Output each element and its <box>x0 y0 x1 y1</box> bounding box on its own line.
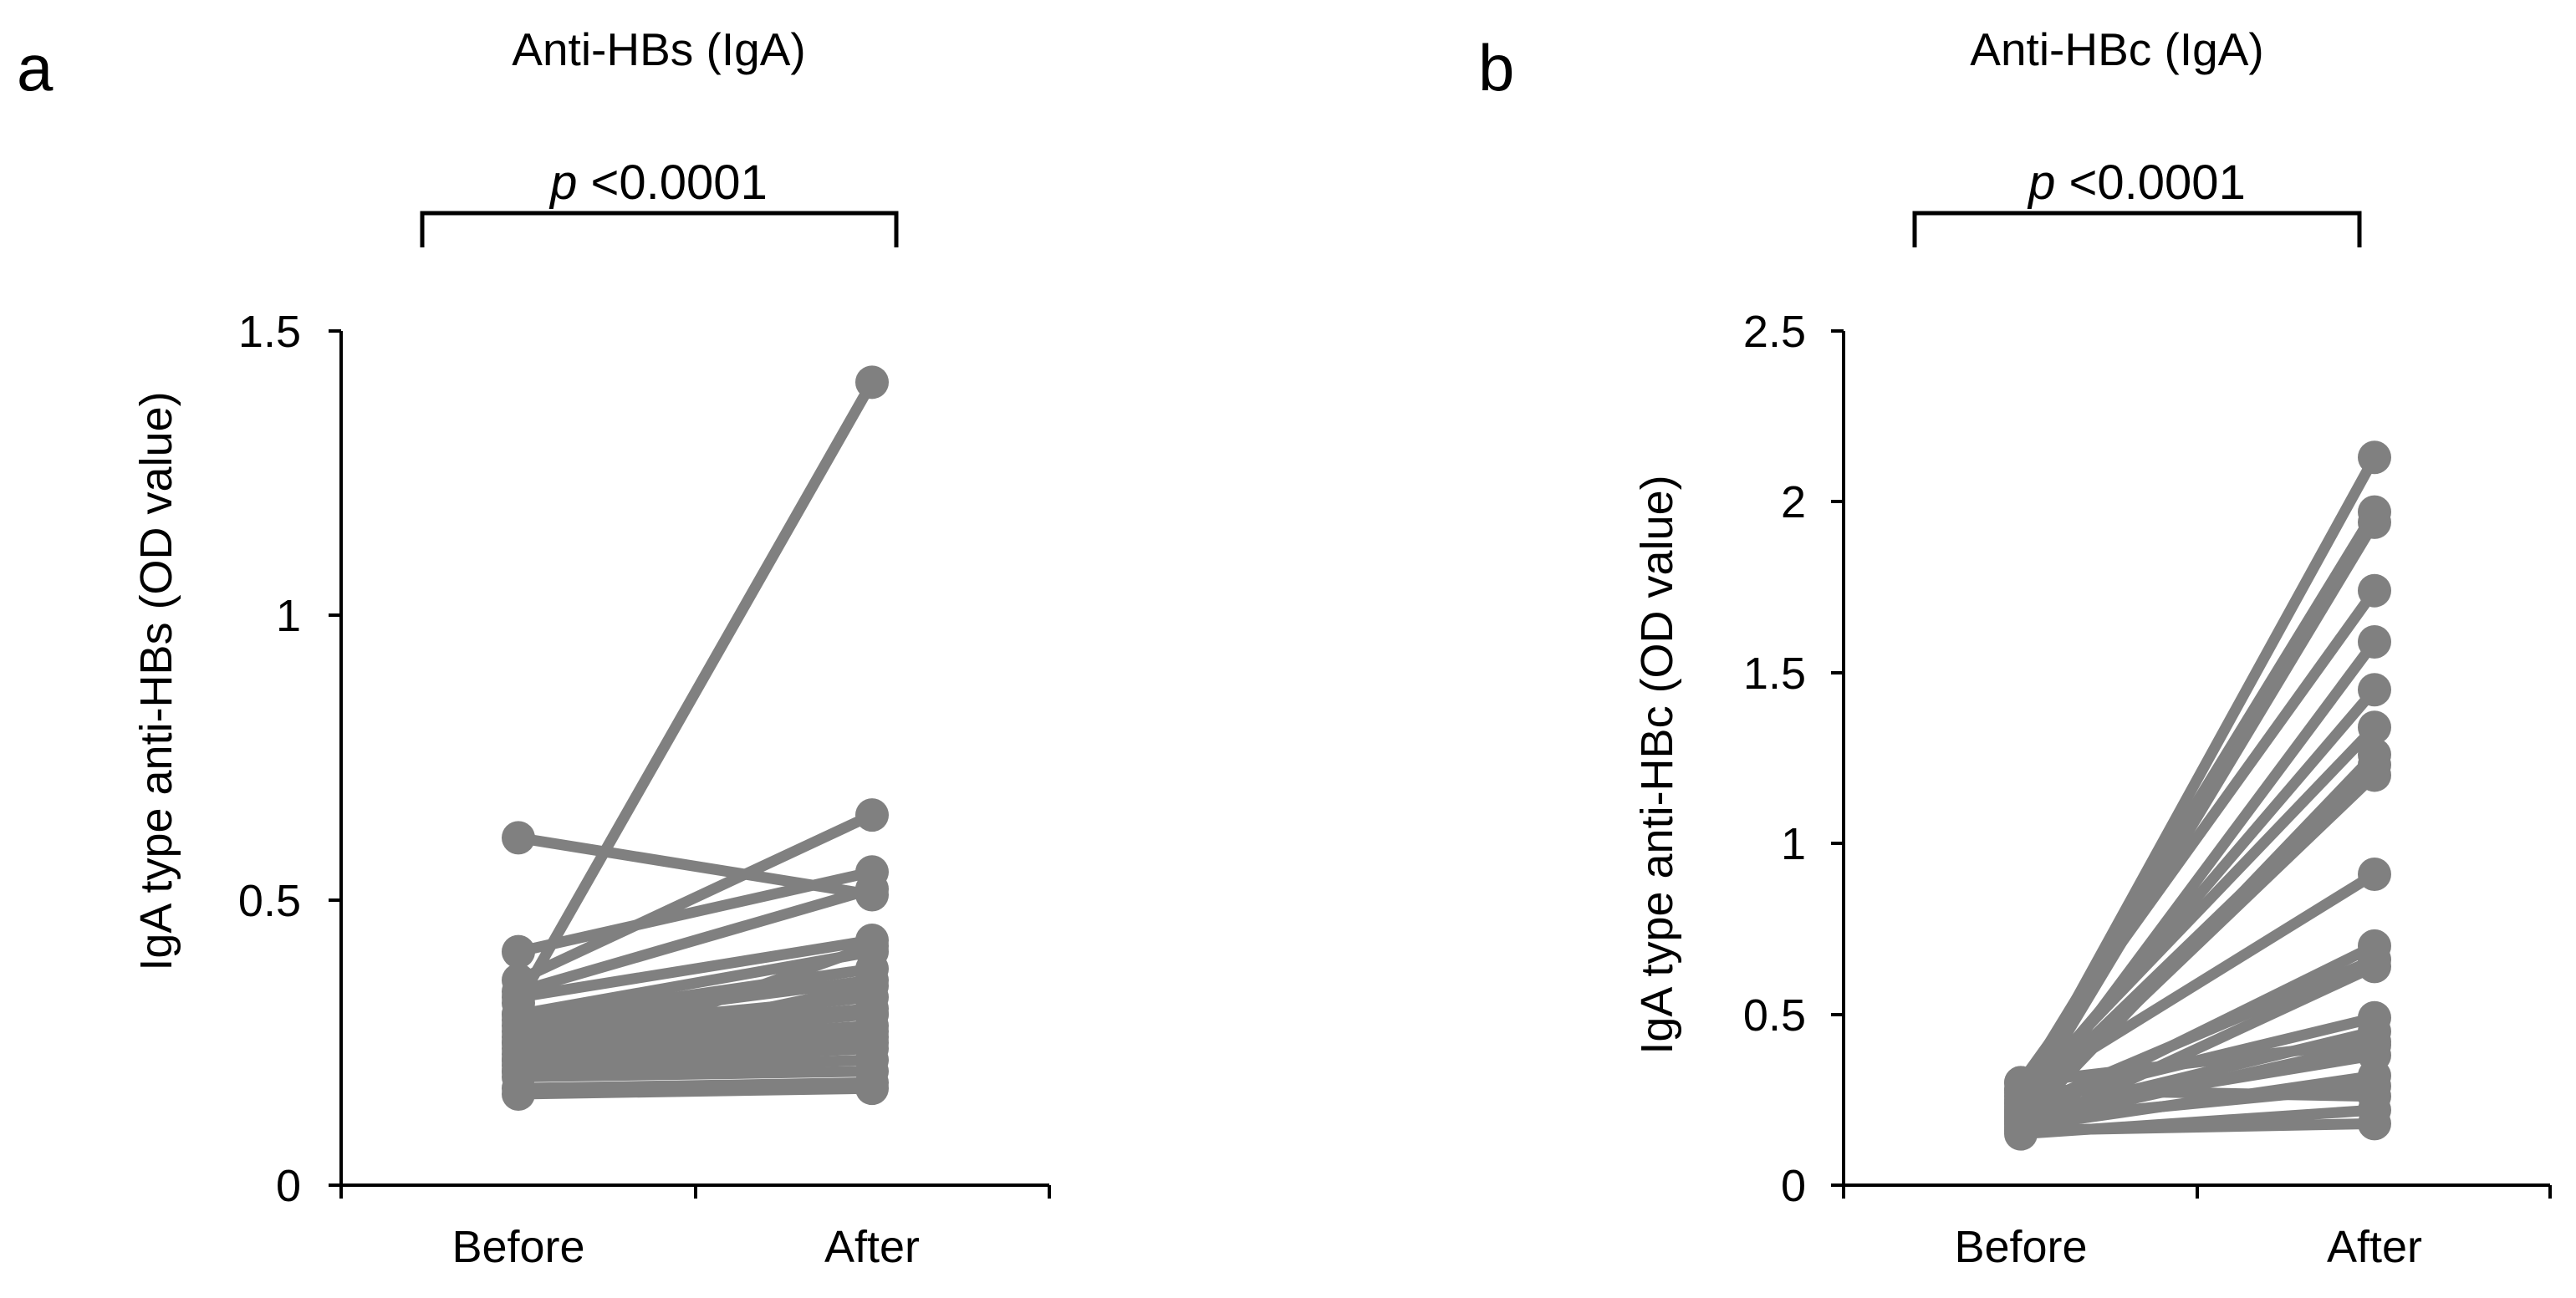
before-point <box>502 997 535 1031</box>
x-axis: Before After <box>339 1183 1051 1272</box>
before-point <box>502 1026 535 1060</box>
after-point <box>2358 573 2391 608</box>
pair-line <box>513 1077 878 1094</box>
y-tick-label: 1.5 <box>238 307 301 357</box>
chart-title: Anti-HBc (IgA) <box>1970 23 2263 75</box>
chart-title: Anti-HBs (IgA) <box>512 23 805 75</box>
before-point <box>502 1054 535 1088</box>
panel-b: b Anti-HBc (IgA) p <0.0001 IgA type anti… <box>1478 23 2552 1272</box>
after-point <box>2358 505 2391 539</box>
after-point <box>855 798 889 832</box>
y-tick-label: 2 <box>1781 477 1806 527</box>
pair-line <box>513 866 878 958</box>
y-tick-label: 0.5 <box>238 876 301 926</box>
p-threshold: <0.0001 <box>577 155 767 210</box>
pair-line <box>513 1082 878 1100</box>
pair-line <box>2015 1050 2380 1119</box>
pair-line <box>513 1054 878 1077</box>
p-symbol: p <box>548 155 577 210</box>
after-point <box>855 1071 889 1106</box>
after-point <box>2358 857 2391 891</box>
y-axis: 2.5 2 1.5 1 0.5 0 <box>1743 307 1845 1211</box>
after-point <box>2358 625 2391 659</box>
y-tick-label: 0 <box>276 1161 301 1211</box>
after-point <box>855 929 889 963</box>
after-point <box>2358 673 2391 707</box>
pair-line <box>513 940 878 1077</box>
panel-letter: a <box>17 31 54 104</box>
x-axis: Before After <box>1842 1183 2552 1272</box>
pair-line <box>513 1066 878 1083</box>
after-point <box>2358 710 2391 745</box>
pair-line <box>513 883 878 997</box>
before-point <box>2004 1066 2038 1100</box>
y-tick-label: 2.5 <box>1743 307 1806 357</box>
x-tick-label-after: After <box>824 1222 920 1272</box>
p-value-label: p <0.0001 <box>548 155 768 210</box>
after-point <box>855 365 889 400</box>
y-tick-label: 1.5 <box>1743 649 1806 699</box>
after-point <box>2358 1107 2391 1141</box>
pair-line <box>2015 721 2380 1102</box>
paired-series <box>2004 440 2391 1151</box>
pair-line <box>2015 1084 2380 1102</box>
after-point <box>2358 440 2391 475</box>
panel-letter: b <box>1478 31 1514 104</box>
pair-line <box>2015 517 2380 1116</box>
after-point <box>855 997 889 1031</box>
before-point <box>2004 1113 2038 1148</box>
y-axis: 1.5 1 0.5 0 <box>238 307 343 1211</box>
panel-a: a Anti-HBs (IgA) p <0.0001 IgA type anti… <box>17 23 1051 1272</box>
after-point <box>855 1026 889 1060</box>
after-point <box>2358 1025 2391 1059</box>
pair-line <box>2015 868 2380 1099</box>
pair-line <box>2015 1036 2380 1088</box>
y-tick-label: 0.5 <box>1743 990 1806 1041</box>
x-tick-label-before: Before <box>1954 1222 2087 1272</box>
pair-line <box>513 376 878 1009</box>
after-point <box>2358 1079 2391 1113</box>
after-point <box>2358 949 2391 984</box>
y-axis-label: IgA type anti-HBs (OD value) <box>131 391 181 970</box>
y-tick-label: 1 <box>276 591 301 641</box>
after-point <box>855 969 889 1003</box>
p-symbol: p <box>2027 155 2055 210</box>
p-threshold: <0.0001 <box>2055 155 2245 210</box>
pair-line <box>2015 1117 2380 1137</box>
pair-line <box>513 934 878 1003</box>
paired-series <box>502 365 889 1111</box>
p-value-label: p <0.0001 <box>2027 155 2246 210</box>
y-tick-label: 0 <box>1781 1161 1806 1211</box>
y-tick-label: 1 <box>1781 819 1806 869</box>
significance-bracket <box>420 211 899 247</box>
significance-bracket <box>1912 211 2362 247</box>
x-tick-label-before: Before <box>451 1222 584 1272</box>
before-point <box>502 821 535 855</box>
pair-line <box>513 1042 878 1071</box>
pair-line <box>2015 585 2380 1088</box>
after-point <box>2358 758 2391 792</box>
pair-line <box>513 809 878 986</box>
x-tick-label-after: After <box>2327 1222 2422 1272</box>
y-axis-label: IgA type anti-HBc (OD value) <box>1632 475 1682 1054</box>
before-point <box>502 934 535 969</box>
after-point <box>855 872 889 906</box>
